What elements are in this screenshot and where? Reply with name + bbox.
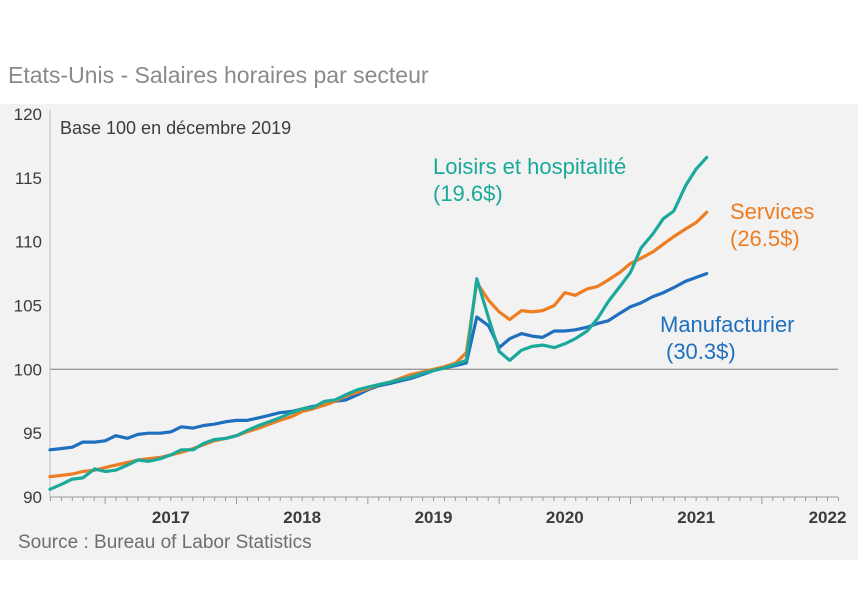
chart-subtitle: Base 100 en décembre 2019 [60,118,291,138]
series-line-leisure [48,155,709,491]
x-tick-label: 2022 [809,508,847,527]
series-label-services: (26.5$) [730,226,800,251]
series-label-leisure: Loisirs et hospitalité [433,154,626,179]
series-label-manufacturing: Manufacturier [660,312,795,337]
y-axis: 90 95 100 105 110 115 120 [14,105,51,507]
x-tick-label: 2018 [283,508,321,527]
chart-title: Etats-Unis - Salaires horaires par secte… [8,62,429,88]
series-line-services [48,210,709,479]
series-lines [48,155,709,491]
x-tick-label: 2020 [546,508,584,527]
y-tick-label: 90 [23,488,42,507]
series-label-services: Services [730,199,814,224]
x-tick-label: 2017 [152,508,190,527]
series-labels: Loisirs et hospitalité(19.6$) Services(26… [433,154,814,364]
x-tick-label: 2019 [415,508,453,527]
plot-background [0,104,858,560]
y-tick-label: 120 [14,105,42,124]
y-tick-label: 100 [14,360,42,379]
x-axis: 2017 2018 2019 2020 2021 2022 [49,496,847,527]
source-note: Source : Bureau of Labor Statistics [18,532,312,553]
series-label-leisure: (19.6$) [433,181,503,206]
series-label-manufacturing: (30.3$) [666,339,736,364]
y-tick-label: 95 [23,424,42,443]
x-tick-label: 2021 [677,508,715,527]
y-tick-label: 110 [15,233,42,252]
y-tick-label: 115 [15,169,42,188]
y-tick-label: 105 [14,297,42,316]
